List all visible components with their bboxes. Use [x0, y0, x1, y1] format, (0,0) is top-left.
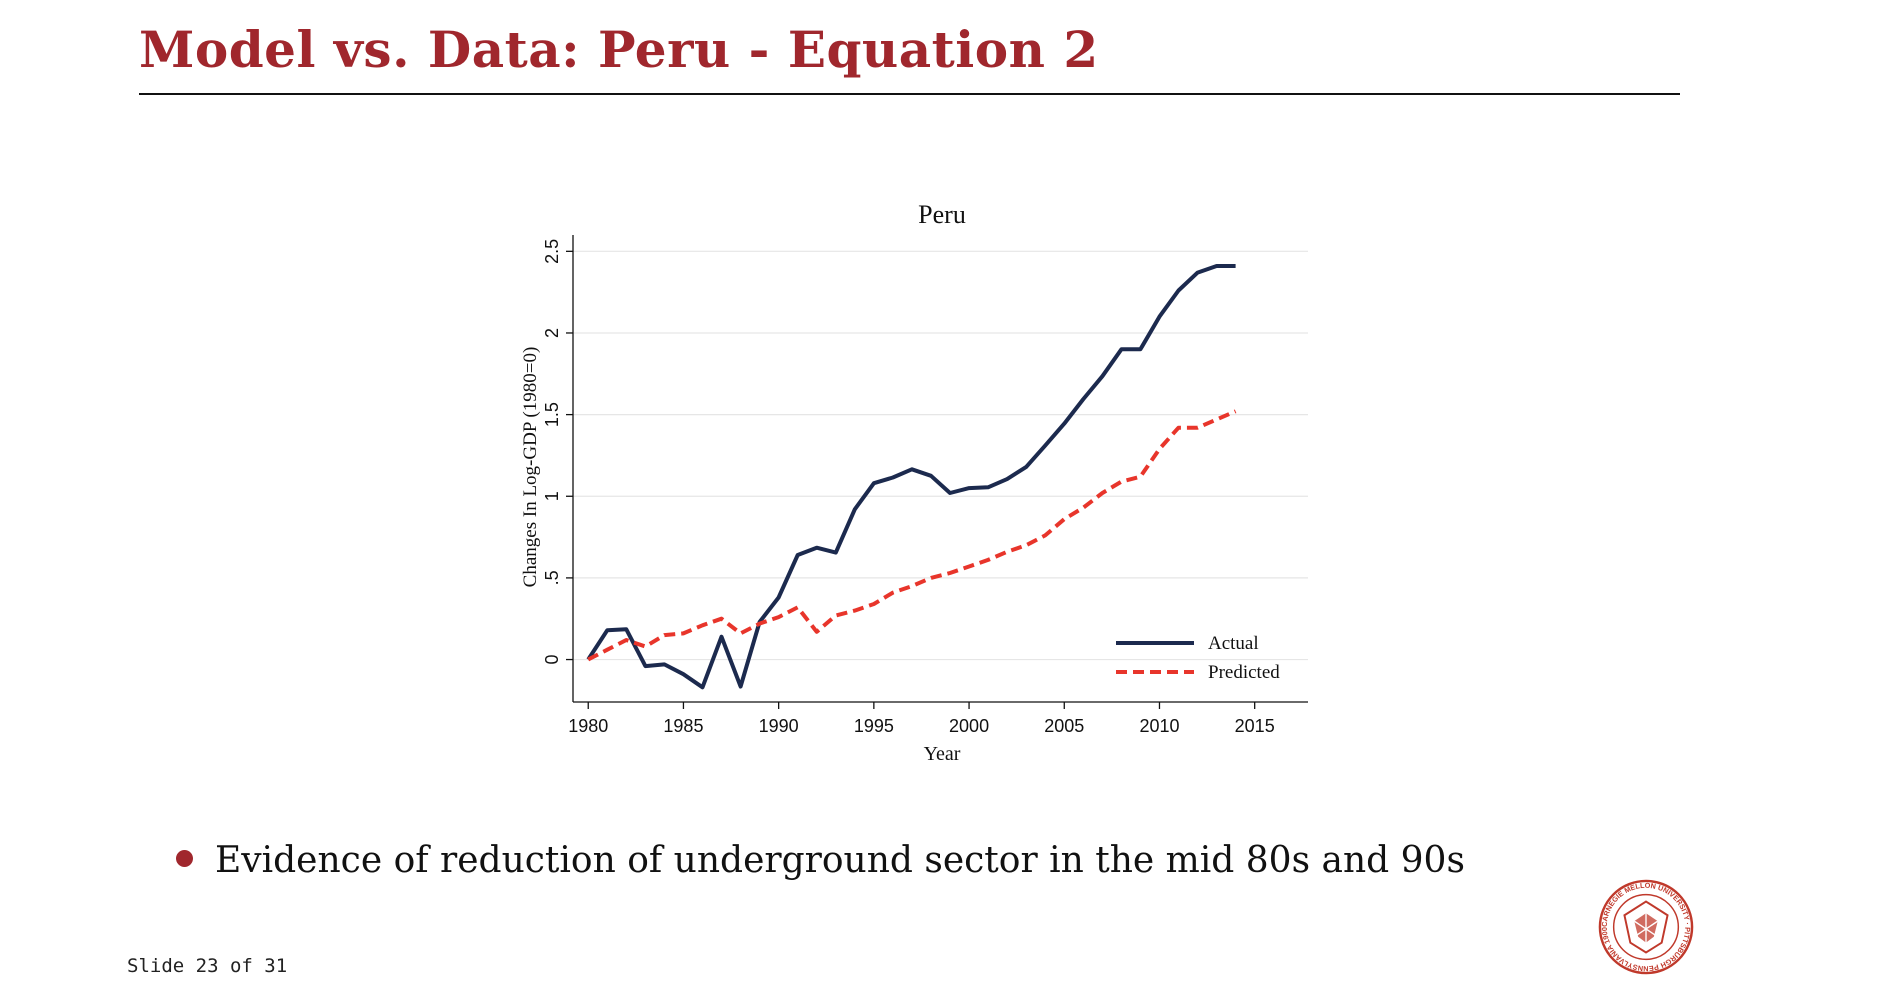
- slide-title: Model vs. Data: Peru - Equation 2: [139, 20, 1099, 79]
- chart-gridlines: [573, 250, 1308, 661]
- legend-label-actual: Actual: [1208, 633, 1259, 654]
- x-tick-label: 2010: [1139, 716, 1179, 736]
- x-tick-label: 1985: [663, 716, 703, 736]
- series-line-predicted: [587, 409, 1237, 662]
- y-axis-label: Changes In Log-GDP (1980=0): [520, 347, 541, 588]
- y-tick-label: 1.5: [542, 402, 562, 427]
- y-tick-label: 0: [542, 655, 562, 665]
- chart-title: Peru: [918, 200, 966, 229]
- y-tick-label: 2.5: [542, 239, 562, 264]
- legend-label-predicted: Predicted: [1208, 662, 1280, 683]
- chart-ticks: 0 .5 1 1.5 2 2.5 1980 1985 1990 1995 2000 2005 2010 2…: [542, 239, 1275, 736]
- x-tick-label: 1990: [759, 716, 799, 736]
- bullet-text: Evidence of reduction of underground sec…: [215, 840, 1465, 881]
- series-line-actual: [586, 264, 1236, 690]
- bullet-dot-icon: [176, 850, 193, 867]
- chart-series: [586, 264, 1237, 690]
- title-divider: [139, 93, 1680, 95]
- slide-counter: Slide 23 of 31: [127, 955, 288, 977]
- x-tick-label: 2000: [949, 716, 989, 736]
- chart-axes: [572, 235, 1308, 703]
- university-seal-logo: CARNEGIE MELLON UNIVERSITY · PITTSBURGH …: [1598, 879, 1694, 975]
- x-tick-label: 1980: [568, 716, 608, 736]
- x-axis-label: Year: [924, 743, 961, 765]
- y-tick-label: 2: [542, 328, 562, 338]
- chart-legend: Actual Predicted: [1116, 633, 1280, 683]
- y-tick-label: 1: [542, 491, 562, 501]
- x-tick-label: 2005: [1044, 716, 1084, 736]
- y-tick-label: .5: [542, 570, 562, 585]
- x-tick-label: 2015: [1235, 716, 1275, 736]
- bullet-point: Evidence of reduction of underground sec…: [176, 840, 1465, 881]
- x-tick-label: 1995: [854, 716, 894, 736]
